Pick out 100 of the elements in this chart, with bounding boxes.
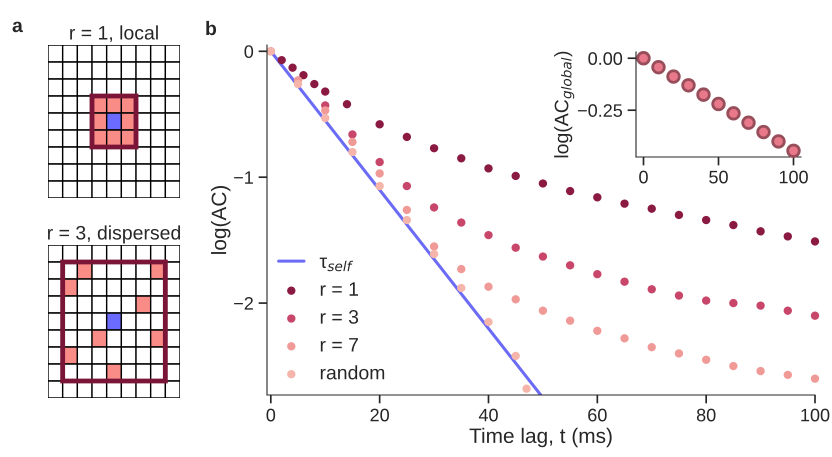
x-tick-label: 100 [780, 170, 808, 184]
point [321, 87, 330, 96]
legend-label: random [320, 365, 384, 380]
point [648, 342, 656, 352]
point [512, 172, 520, 180]
point [756, 124, 771, 140]
point [593, 326, 602, 335]
point [620, 334, 629, 343]
point [342, 100, 352, 108]
point [375, 169, 384, 178]
y-tick-label: −2 [234, 297, 253, 310]
point [711, 96, 726, 112]
x-axis-title: Time lag, t (ms) [470, 428, 612, 448]
point [784, 306, 792, 315]
legend-label: r = 3 [320, 310, 358, 324]
point [457, 218, 466, 227]
legend-label: τ$_{self}$ [320, 258, 354, 272]
legend-label: r = 7 [320, 338, 358, 352]
point [321, 106, 330, 115]
x-tick-label: 50 [709, 170, 728, 184]
point [375, 182, 384, 190]
point [348, 138, 357, 146]
point [702, 296, 710, 305]
y-axis-title: log(AC$_{global}$) [554, 52, 574, 158]
x-tick-label: 20 [370, 408, 389, 422]
point [756, 227, 765, 236]
text: r = 1, local [70, 25, 158, 42]
point [756, 366, 765, 376]
text: a [12, 22, 23, 32]
point [729, 220, 738, 230]
point [278, 56, 286, 64]
point [593, 270, 602, 278]
point [484, 318, 493, 326]
point [402, 206, 412, 214]
point [310, 80, 319, 88]
point [593, 193, 602, 202]
y-tick-label: −0.25 [578, 104, 622, 117]
point [771, 134, 786, 149]
x-tick-label: 40 [478, 408, 498, 422]
y-tick-label: 0 [244, 45, 254, 58]
point [756, 301, 765, 310]
point [784, 370, 792, 380]
point [651, 60, 666, 74]
point [348, 148, 357, 156]
point [810, 312, 820, 320]
point [457, 154, 466, 162]
point [702, 216, 710, 224]
point [484, 164, 493, 173]
point [648, 204, 656, 213]
point [620, 199, 629, 208]
point [681, 78, 696, 92]
point [674, 210, 684, 220]
point [538, 179, 548, 188]
point [566, 186, 574, 196]
point [666, 69, 681, 84]
point [696, 87, 711, 102]
point [430, 242, 438, 251]
point [674, 349, 684, 358]
point [566, 316, 574, 325]
x-tick-label: 100 [801, 408, 830, 422]
point [810, 237, 820, 246]
point [566, 261, 574, 270]
point [288, 63, 297, 72]
point [512, 295, 520, 304]
point [430, 250, 438, 258]
text: b [206, 20, 216, 36]
legend-label: r = 1 [320, 282, 358, 296]
point [402, 182, 412, 190]
point [375, 120, 384, 128]
y-tick-label: 0.00 [588, 52, 622, 65]
text: r = 3, dispersed [48, 225, 180, 244]
point [636, 51, 651, 66]
x-tick-label: 60 [588, 408, 607, 422]
point [402, 132, 412, 142]
point [484, 230, 493, 240]
point [786, 144, 801, 158]
point [375, 158, 384, 166]
point [457, 284, 466, 292]
point [430, 203, 438, 212]
point [321, 114, 330, 122]
x-tick-label: 0 [266, 408, 276, 422]
y-axis-title: log(AC) [211, 186, 230, 254]
point [522, 384, 531, 393]
point [702, 356, 710, 364]
point [741, 115, 756, 130]
point [348, 130, 357, 139]
point [294, 80, 302, 88]
point [484, 282, 493, 291]
point [512, 244, 520, 252]
x-tick-label: 0 [639, 170, 648, 184]
point [729, 298, 738, 308]
point [457, 264, 466, 274]
point [538, 306, 548, 315]
point [402, 216, 412, 224]
point [810, 374, 820, 383]
point [538, 252, 548, 261]
point [726, 106, 741, 121]
y-tick-label: −1 [234, 171, 253, 184]
point [512, 352, 520, 360]
point [729, 362, 738, 370]
